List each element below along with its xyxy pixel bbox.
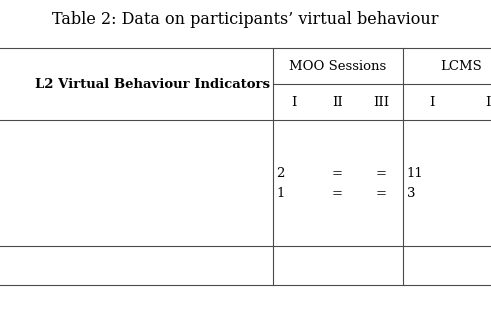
Text: MOO Sessions: MOO Sessions — [289, 60, 386, 73]
Text: 1: 1 — [276, 187, 285, 200]
Text: I: I — [292, 96, 297, 109]
Text: LCMS: LCMS — [440, 60, 483, 73]
Text: 11: 11 — [407, 167, 423, 180]
Text: I: I — [430, 96, 435, 109]
Text: =: = — [376, 187, 386, 200]
Text: 3: 3 — [407, 187, 415, 200]
Text: =: = — [332, 167, 343, 180]
Text: II: II — [486, 96, 491, 109]
Text: II: II — [332, 96, 343, 109]
Text: Table 2: Data on participants’ virtual behaviour: Table 2: Data on participants’ virtual b… — [52, 11, 439, 28]
Text: III: III — [373, 96, 389, 109]
Text: 2: 2 — [276, 167, 285, 180]
Text: =: = — [376, 167, 386, 180]
Text: L2 Virtual Behaviour Indicators: L2 Virtual Behaviour Indicators — [35, 78, 270, 91]
Text: =: = — [332, 187, 343, 200]
